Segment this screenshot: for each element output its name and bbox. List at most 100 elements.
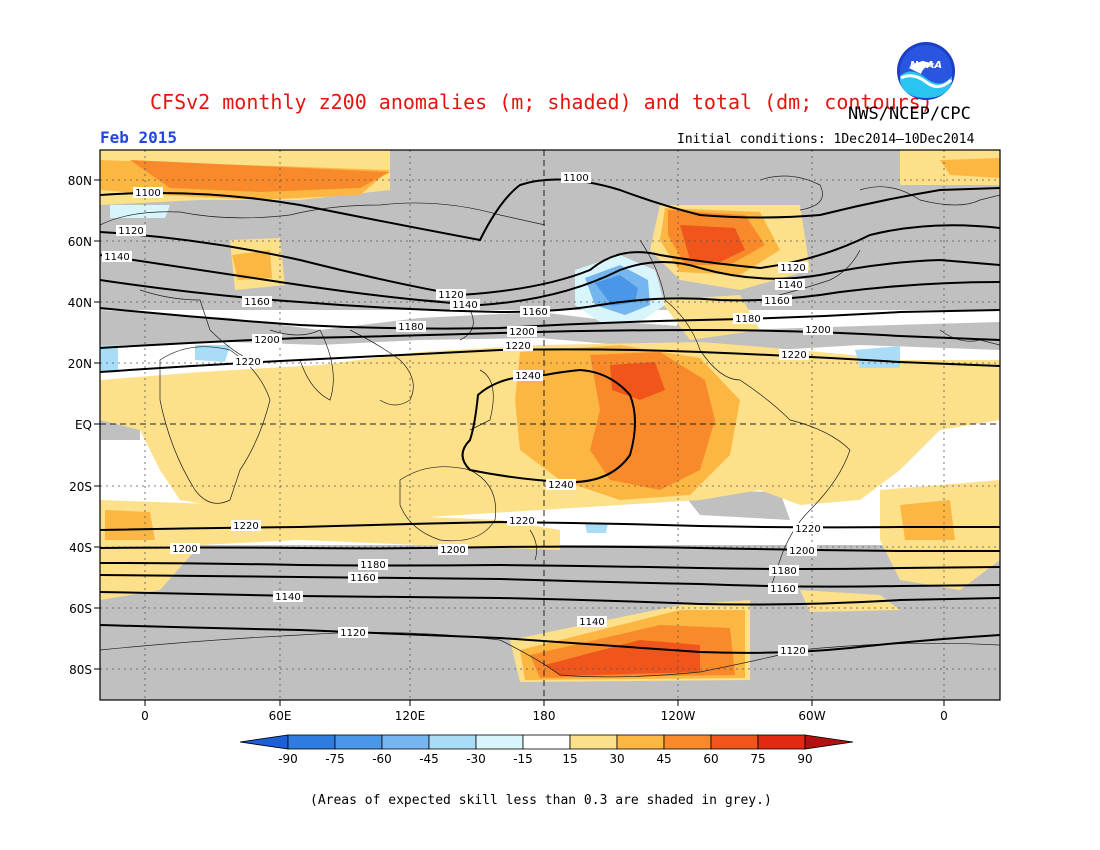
contour-1120 xyxy=(100,224,1000,297)
svg-text:1140: 1140 xyxy=(275,592,300,603)
anomaly-band-30-45 xyxy=(105,510,155,540)
colorbar-label: -90 xyxy=(278,752,298,766)
svg-text:1220: 1220 xyxy=(505,341,530,352)
svg-text:1160: 1160 xyxy=(764,296,789,307)
colorbar-arrow-low xyxy=(239,734,289,750)
contour-label: 1160 xyxy=(520,306,550,318)
contour-label: 1160 xyxy=(348,572,378,584)
lon-label: 0 xyxy=(141,709,149,723)
contour-label: 1120 xyxy=(116,225,146,237)
contour-1180 xyxy=(100,307,1000,330)
lat-label: 40S xyxy=(69,541,92,555)
contour-label: 1200 xyxy=(252,334,282,346)
lat-label: EQ xyxy=(75,418,92,432)
negative-anomaly-region xyxy=(585,523,608,533)
svg-text:1240: 1240 xyxy=(548,480,573,491)
shaded-anomalies: 1100 1100 1120 1120 1120 1140 1140 1140 … xyxy=(100,150,1000,700)
svg-text:1220: 1220 xyxy=(233,521,258,532)
contour-label: 1240 xyxy=(513,370,543,382)
longitude-labels: 0 60E 120E 180 120W 60W 0 xyxy=(141,709,948,723)
lat-label: 40N xyxy=(68,296,92,310)
contour-label: 1240 xyxy=(546,479,576,491)
svg-text:1180: 1180 xyxy=(398,322,423,333)
svg-text:1200: 1200 xyxy=(805,325,830,336)
contour-label: 1120 xyxy=(778,262,808,274)
skill-footnote: (Areas of expected skill less than 0.3 a… xyxy=(310,793,772,808)
noaa-logo: NOAA xyxy=(897,42,955,100)
contour-label: 1200 xyxy=(438,544,468,556)
colorbar-swatch xyxy=(334,734,383,750)
lat-label: 80S xyxy=(69,663,92,677)
lat-label: 60S xyxy=(69,602,92,616)
contour-label: 1140 xyxy=(775,279,805,291)
latitude-labels: 80N 60N 40N 20N EQ 20S 40S 60S 80S xyxy=(68,174,92,677)
anomaly-band-45-60 xyxy=(130,160,390,192)
anomaly-band-30-45 xyxy=(900,500,955,540)
svg-text:1120: 1120 xyxy=(780,263,805,274)
anomaly-band-15-30 xyxy=(800,590,900,612)
organization-label: NWS/NCEP/CPC xyxy=(848,104,971,124)
contour-label: 1120 xyxy=(778,645,808,657)
lat-label: 80N xyxy=(68,174,92,188)
svg-text:1220: 1220 xyxy=(509,516,534,527)
lon-label: 0 xyxy=(940,709,948,723)
svg-text:1160: 1160 xyxy=(522,307,547,318)
svg-text:NOAA: NOAA xyxy=(910,60,942,71)
colorbar-label: -45 xyxy=(419,752,439,766)
colorbar-arrow-high xyxy=(804,734,854,750)
colorbar-label: 15 xyxy=(562,752,577,766)
color-legend: -90 -75 -60 -45 -30 -15 15 30 45 60 75 90 xyxy=(239,734,854,766)
colorbar-label: -15 xyxy=(513,752,533,766)
lat-label: 60N xyxy=(68,235,92,249)
colorbar-swatch xyxy=(569,734,618,750)
anomaly-band-15-30 xyxy=(100,500,560,600)
contour-label: 1220 xyxy=(503,340,533,352)
coastlines xyxy=(100,175,1000,678)
contour-label: 1160 xyxy=(762,295,792,307)
svg-text:1220: 1220 xyxy=(781,350,806,361)
forecast-period: Feb 2015 xyxy=(100,128,178,147)
colorbar-label: 45 xyxy=(656,752,671,766)
contour-label: 1120 xyxy=(338,627,368,639)
contour-label: 1180 xyxy=(358,559,388,571)
contour-1140-south xyxy=(100,591,1000,606)
contour-label: 1140 xyxy=(450,299,480,311)
contour-1200-south xyxy=(100,545,1000,552)
lon-label: 60W xyxy=(798,709,825,723)
initial-conditions: Initial conditions: 1Dec2014—10Dec2014 xyxy=(677,132,975,147)
anomaly-band-60-75 xyxy=(610,362,665,400)
lat-label: 20S xyxy=(69,480,92,494)
contour-1100 xyxy=(100,178,1000,242)
contour-label: 1100 xyxy=(133,187,163,199)
negative-anomaly-region xyxy=(110,205,170,218)
svg-text:1100: 1100 xyxy=(135,188,160,199)
svg-text:1140: 1140 xyxy=(104,252,129,263)
contour-label: 1100 xyxy=(561,172,591,184)
colorbar-swatch xyxy=(428,734,477,750)
contour-label: 1180 xyxy=(769,565,799,577)
contour-1200 xyxy=(100,328,1000,349)
svg-text:1220: 1220 xyxy=(795,524,820,535)
contour-label: 1140 xyxy=(577,616,607,628)
contour-label: 1200 xyxy=(507,326,537,338)
svg-text:1200: 1200 xyxy=(509,327,534,338)
svg-text:1180: 1180 xyxy=(771,566,796,577)
negative-anomaly-region xyxy=(195,345,230,362)
contour-label: 1120 xyxy=(436,289,466,301)
svg-text:1200: 1200 xyxy=(254,335,279,346)
colorbar-swatch xyxy=(522,734,571,750)
contour-label: 1140 xyxy=(273,591,303,603)
negative-anomaly-region xyxy=(100,345,118,372)
colorbar-swatch xyxy=(287,734,336,750)
colorbar-swatch xyxy=(710,734,759,750)
contour-label: 1220 xyxy=(231,520,261,532)
contour-label: 1200 xyxy=(170,543,200,555)
contour-1120-south xyxy=(100,624,1000,654)
svg-text:1160: 1160 xyxy=(244,297,269,308)
svg-text:1240: 1240 xyxy=(515,371,540,382)
svg-text:1140: 1140 xyxy=(579,617,604,628)
svg-text:1160: 1160 xyxy=(770,584,795,595)
anomaly-band-30-45 xyxy=(232,250,272,280)
svg-text:1200: 1200 xyxy=(172,544,197,555)
lon-label: 180 xyxy=(533,709,556,723)
